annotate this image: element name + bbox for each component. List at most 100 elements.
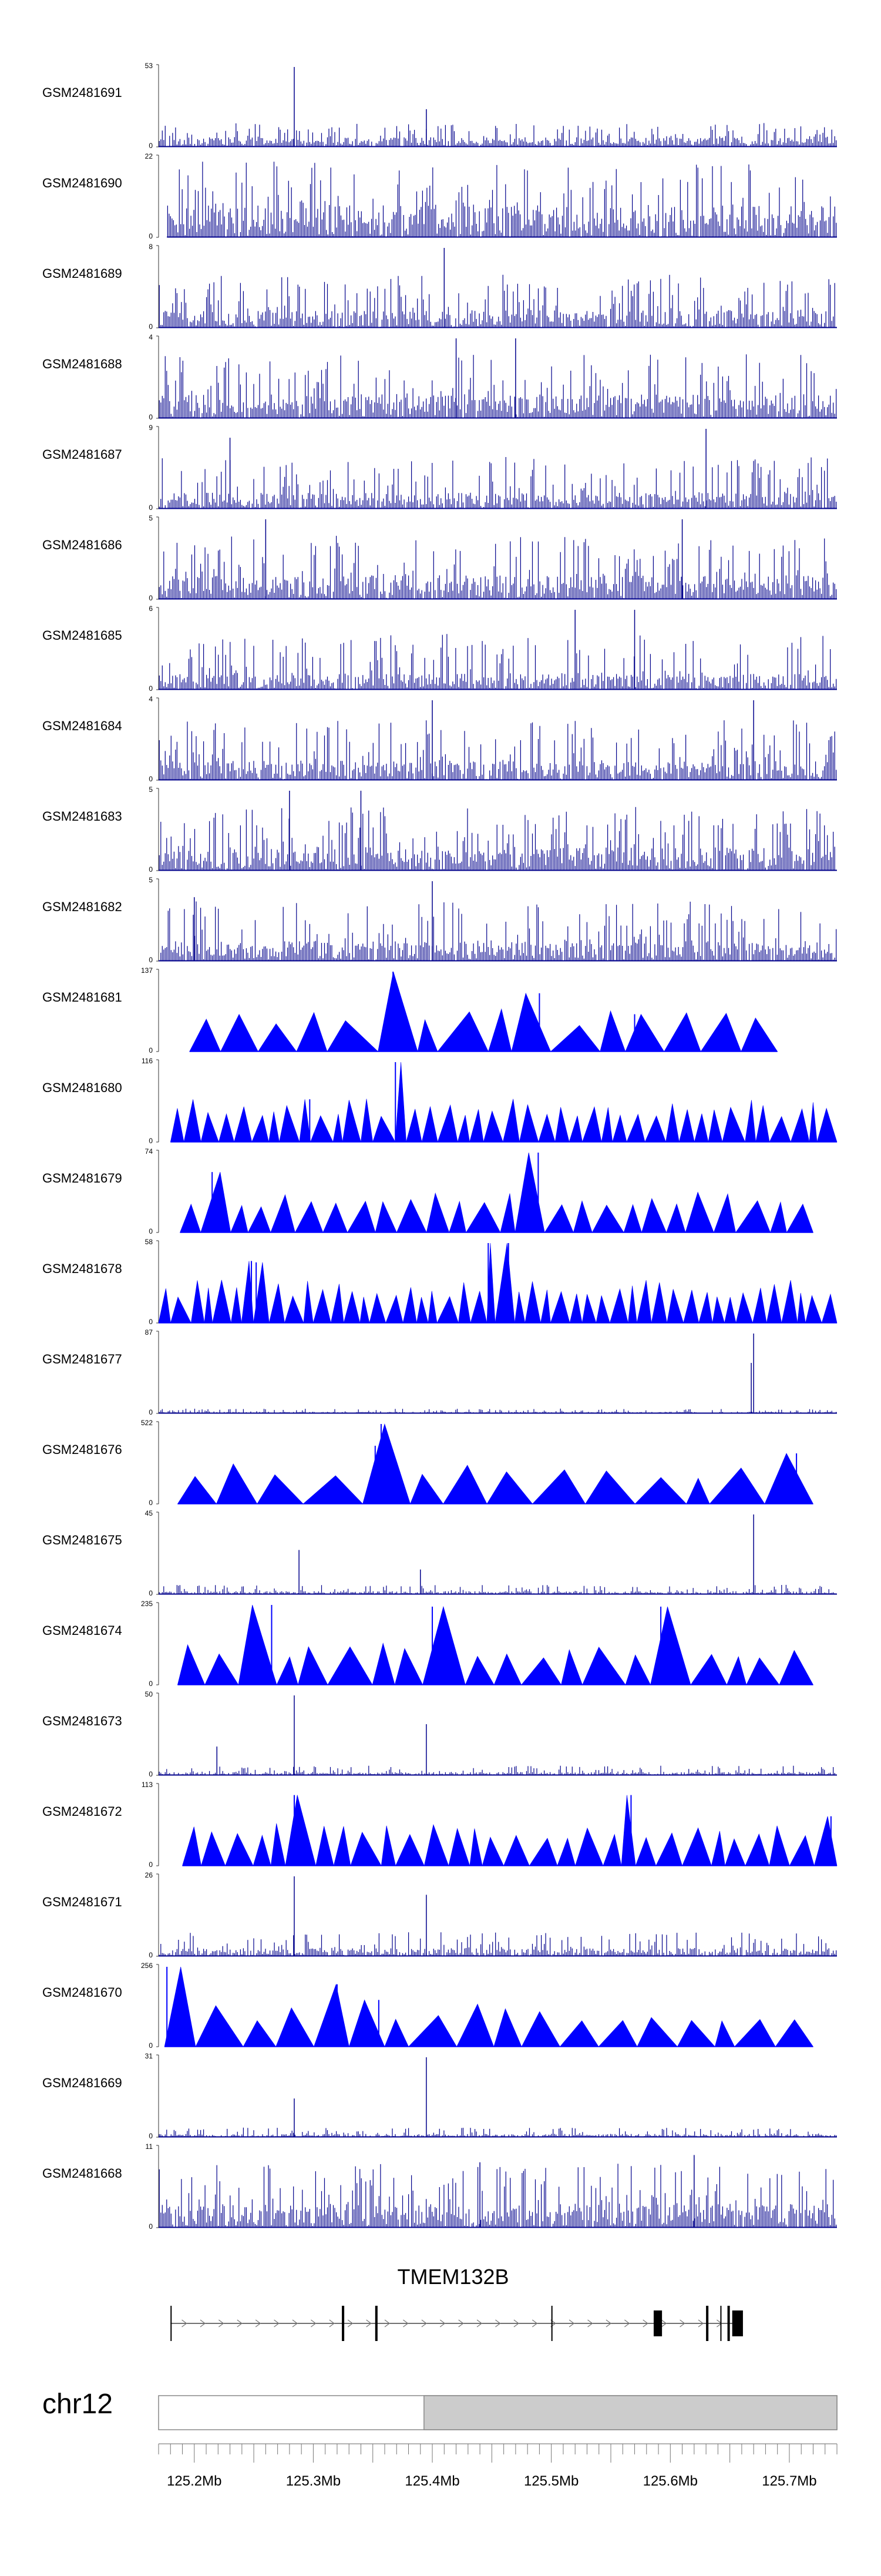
coverage-triangle xyxy=(410,1473,444,1504)
track-label: GSM2481682 xyxy=(42,899,122,914)
track-max-label: 58 xyxy=(144,1238,153,1246)
coverage-triangle xyxy=(296,1012,328,1052)
coverage-triangle xyxy=(362,1423,411,1504)
track-max-label: 5 xyxy=(149,876,153,884)
track-label: GSM2481674 xyxy=(42,1623,122,1638)
genome-axis-tick-label: 125.4Mb xyxy=(405,2473,460,2489)
strand-arrow xyxy=(458,2319,464,2328)
signal-bars xyxy=(159,1765,837,1775)
coverage-triangle xyxy=(408,2015,458,2047)
track-label: GSM2481669 xyxy=(42,2075,122,2090)
coverage-triangle xyxy=(714,2020,735,2047)
track-max-label: 26 xyxy=(144,1871,153,1879)
coverage-triangle xyxy=(230,1205,248,1233)
coverage-triangle xyxy=(257,1023,297,1052)
coverage-triangle xyxy=(621,1795,636,1866)
track-min-label: 0 xyxy=(149,956,153,964)
coverage-triangle xyxy=(741,1017,778,1052)
coverage-triangle xyxy=(204,1288,213,1324)
coverage-triangle xyxy=(628,1285,637,1324)
genome-axis-tick-label: 125.5Mb xyxy=(523,2473,579,2489)
track-max-label: 9 xyxy=(149,424,153,432)
coverage-triangle xyxy=(384,2019,409,2047)
coverage-triangle xyxy=(775,2019,814,2047)
signal-bars xyxy=(159,901,837,961)
coverage-triangle xyxy=(428,1291,438,1324)
coverage-triangle xyxy=(469,1828,483,1866)
coverage-triangle xyxy=(190,1280,205,1324)
track-max-label: 8 xyxy=(149,243,153,251)
coverage-triangle xyxy=(238,1604,277,1685)
coverage-triangle xyxy=(216,1463,258,1504)
coverage-triangle xyxy=(448,1828,470,1866)
track-label: GSM2481672 xyxy=(42,1804,122,1819)
coverage-triangle xyxy=(500,1193,516,1233)
track-max-label: 11 xyxy=(145,2142,153,2151)
coverage-triangle xyxy=(503,1835,530,1866)
coverage-triangle xyxy=(554,1107,570,1143)
gene-exon xyxy=(653,2310,663,2336)
track-min-label: 0 xyxy=(149,1408,153,1416)
coverage-triangle xyxy=(493,1653,522,1685)
gene-exon xyxy=(720,2306,722,2341)
coverage-triangle xyxy=(270,1194,295,1233)
coverage-triangle xyxy=(234,1106,253,1143)
coverage-triangle xyxy=(458,1282,471,1324)
coverage-triangle xyxy=(299,1099,311,1143)
genome-axis-tick-label: 125.3Mb xyxy=(285,2473,341,2489)
coverage-triangle xyxy=(625,1654,651,1685)
strand-arrow xyxy=(495,2319,501,2328)
coverage-triangle xyxy=(347,1200,376,1233)
strand-arrow xyxy=(218,2319,224,2328)
strand-arrow xyxy=(569,2319,575,2328)
coverage-triangle xyxy=(487,1008,512,1052)
coverage-triangle xyxy=(665,1103,680,1143)
coverage-triangle xyxy=(708,1109,723,1143)
coverage-triangle xyxy=(598,2020,638,2047)
coverage-triangle xyxy=(637,1280,652,1324)
coverage-triangle xyxy=(601,1107,613,1143)
signal-bars xyxy=(159,536,837,599)
track-max-label: 4 xyxy=(149,695,153,703)
coverage-triangle xyxy=(303,1281,314,1324)
gene-exon xyxy=(706,2306,709,2341)
track-label: GSM2481687 xyxy=(42,447,122,462)
coverage-triangle xyxy=(313,1983,349,2047)
strand-arrow xyxy=(587,2319,593,2328)
gene-exon xyxy=(342,2306,345,2341)
signal-bars xyxy=(159,457,837,509)
coverage-triangle xyxy=(285,1795,317,1866)
coverage-triangle xyxy=(573,1200,593,1233)
coverage-triangle xyxy=(437,1011,489,1052)
coverage-triangle xyxy=(284,1295,304,1324)
coverage-triangle xyxy=(437,1104,458,1143)
coverage-triangle xyxy=(200,1111,219,1143)
coverage-triangle xyxy=(327,1646,373,1685)
strand-arrow xyxy=(403,2319,409,2328)
track-min-label: 0 xyxy=(149,2132,153,2140)
coverage-triangle xyxy=(443,1465,487,1504)
coverage-triangle xyxy=(394,1648,423,1685)
coverage-triangle xyxy=(755,1105,770,1143)
track-label: GSM2481685 xyxy=(42,628,122,643)
coverage-triangle xyxy=(421,1106,438,1143)
coverage-triangle xyxy=(683,1289,700,1324)
coverage-triangle xyxy=(575,1827,604,1866)
strand-arrow xyxy=(421,2319,427,2328)
track-max-label: 31 xyxy=(144,2052,153,2060)
track-label: GSM2481673 xyxy=(42,1714,122,1728)
coverage-triangle xyxy=(332,1114,343,1143)
coverage-triangle xyxy=(752,1288,767,1324)
strand-arrow xyxy=(366,2319,372,2328)
coverage-triangle xyxy=(243,2020,277,2047)
coverage-triangle xyxy=(538,1113,556,1143)
coverage-triangle xyxy=(746,1657,780,1685)
coverage-triangle xyxy=(470,1291,487,1324)
gene-name: TMEM132B xyxy=(397,2265,509,2289)
coverage-triangle xyxy=(585,1470,635,1504)
track-max-label: 235 xyxy=(140,1600,153,1608)
coverage-triangle xyxy=(251,1114,269,1143)
coverage-triangle xyxy=(369,1292,386,1324)
